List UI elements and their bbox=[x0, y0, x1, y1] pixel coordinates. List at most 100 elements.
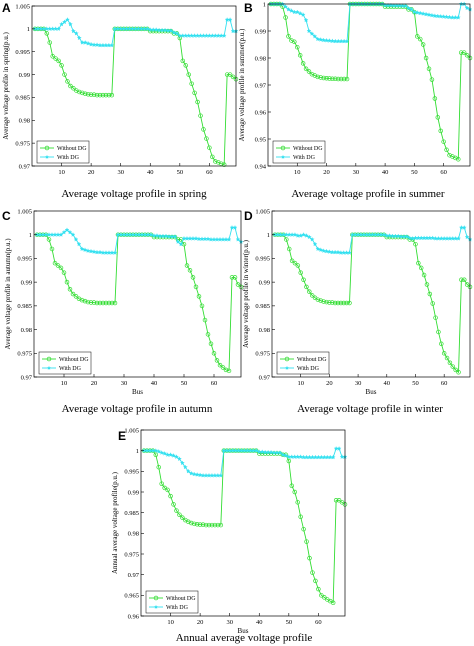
legend-marker-star bbox=[281, 154, 285, 159]
point-without-dg bbox=[67, 287, 73, 292]
legend: Without DG With DG bbox=[276, 351, 330, 375]
point-without-dg bbox=[187, 268, 193, 273]
point-without-dg bbox=[88, 92, 94, 97]
legend-marker-circle bbox=[153, 595, 159, 601]
x-tick-label: 30 bbox=[355, 380, 362, 387]
point-with-dg bbox=[324, 37, 329, 43]
point-without-dg bbox=[177, 512, 182, 517]
point-without-dg bbox=[441, 351, 447, 356]
point-without-dg bbox=[462, 277, 467, 283]
series-line-with-dg bbox=[270, 3, 471, 42]
point-with-dg bbox=[388, 2, 394, 8]
chart-panel-d: D 10 20 30 40 50 60 0.97 0.975 0.98 0.985 0.99 0.995… bbox=[242, 208, 473, 415]
point-with-dg bbox=[88, 248, 94, 254]
point-without-dg bbox=[209, 522, 215, 528]
point-with-dg bbox=[61, 229, 67, 235]
y-axis-label: Average voltage profile in winter(p.u.) bbox=[242, 239, 250, 348]
point-with-dg bbox=[188, 470, 194, 476]
point-without-dg bbox=[82, 91, 88, 97]
point-with-dg bbox=[412, 9, 417, 15]
point-without-dg bbox=[292, 489, 297, 495]
point-with-dg bbox=[330, 38, 335, 44]
point-with-dg bbox=[432, 13, 438, 18]
point-without-dg bbox=[286, 246, 292, 252]
legend: Without DG With DG bbox=[272, 140, 326, 164]
point-without-dg bbox=[85, 299, 91, 305]
point-with-dg bbox=[171, 30, 177, 35]
y-tick-label: 0.99 bbox=[259, 279, 270, 286]
y-tick-label: 1 bbox=[136, 448, 139, 455]
y-tick-label: 0.985 bbox=[124, 510, 139, 517]
point-without-dg bbox=[319, 593, 324, 598]
y-tick-label: 1 bbox=[267, 232, 270, 239]
point-without-dg bbox=[159, 481, 164, 486]
point-with-dg bbox=[168, 452, 173, 457]
point-without-dg bbox=[56, 58, 61, 64]
point-with-dg bbox=[387, 233, 393, 238]
point-with-dg bbox=[64, 227, 70, 232]
chart-caption: Average voltage profile in spring bbox=[61, 188, 207, 200]
point-without-dg bbox=[79, 297, 85, 303]
point-without-dg bbox=[458, 50, 464, 55]
point-without-dg bbox=[201, 127, 206, 132]
point-with-dg bbox=[455, 15, 461, 20]
point-with-dg bbox=[303, 17, 309, 23]
point-with-dg bbox=[193, 236, 199, 241]
y-tick-label: 0.965 bbox=[124, 593, 139, 600]
x-tick-label: 40 bbox=[147, 169, 154, 176]
x-tick-label: 10 bbox=[294, 169, 301, 176]
point-without-dg bbox=[85, 91, 91, 97]
point-without-dg bbox=[97, 92, 103, 98]
point-with-dg bbox=[205, 236, 211, 241]
y-tick-label: 0.995 bbox=[124, 469, 139, 476]
point-without-dg bbox=[109, 300, 115, 306]
point-without-dg bbox=[230, 74, 236, 80]
point-with-dg bbox=[414, 10, 420, 15]
point-without-dg bbox=[196, 294, 202, 299]
point-without-dg bbox=[444, 147, 449, 153]
point-without-dg bbox=[430, 301, 435, 306]
legend-entry: With DG bbox=[166, 605, 189, 611]
point-without-dg bbox=[341, 300, 346, 306]
point-without-dg bbox=[310, 570, 315, 575]
point-with-dg bbox=[56, 26, 61, 31]
y-axis-label: Average voltage profile in autumn(p.u.) bbox=[4, 238, 12, 350]
chart-panel-e: E 10 20 30 40 50 60 0.96 0.965 0.97 0.975 0.98 0.985… bbox=[111, 427, 348, 644]
point-with-dg bbox=[174, 454, 179, 459]
point-without-dg bbox=[103, 300, 109, 306]
point-with-dg bbox=[438, 13, 444, 19]
point-with-dg bbox=[153, 448, 159, 453]
point-without-dg bbox=[444, 355, 450, 361]
point-without-dg bbox=[65, 79, 70, 84]
point-without-dg bbox=[44, 31, 50, 36]
point-without-dg bbox=[232, 275, 238, 280]
x-axis-label: Bus bbox=[238, 627, 249, 635]
point-without-dg bbox=[436, 329, 441, 335]
point-without-dg bbox=[180, 58, 186, 64]
point-without-dg bbox=[206, 522, 212, 528]
plot-frame bbox=[271, 210, 471, 378]
point-without-dg bbox=[295, 500, 300, 505]
point-without-dg bbox=[73, 294, 79, 299]
panel-letter: C bbox=[2, 209, 11, 223]
point-without-dg bbox=[429, 77, 435, 82]
plot-frame bbox=[31, 5, 237, 167]
y-tick-label: 0.975 bbox=[255, 351, 270, 358]
point-without-dg bbox=[324, 75, 329, 81]
point-with-dg bbox=[306, 28, 312, 34]
point-without-dg bbox=[46, 237, 52, 242]
point-with-dg bbox=[344, 38, 350, 44]
point-without-dg bbox=[52, 260, 58, 266]
point-with-dg bbox=[71, 28, 76, 34]
point-without-dg bbox=[215, 522, 221, 528]
point-without-dg bbox=[297, 53, 303, 58]
point-without-dg bbox=[82, 298, 88, 304]
point-without-dg bbox=[315, 74, 321, 80]
point-without-dg bbox=[289, 258, 295, 264]
point-without-dg bbox=[191, 521, 197, 527]
panel-letter: B bbox=[244, 1, 253, 15]
y-tick-label: 0.975 bbox=[124, 551, 139, 558]
point-without-dg bbox=[304, 539, 309, 544]
y-tick-label: 0.99 bbox=[128, 489, 139, 496]
point-without-dg bbox=[186, 519, 191, 525]
